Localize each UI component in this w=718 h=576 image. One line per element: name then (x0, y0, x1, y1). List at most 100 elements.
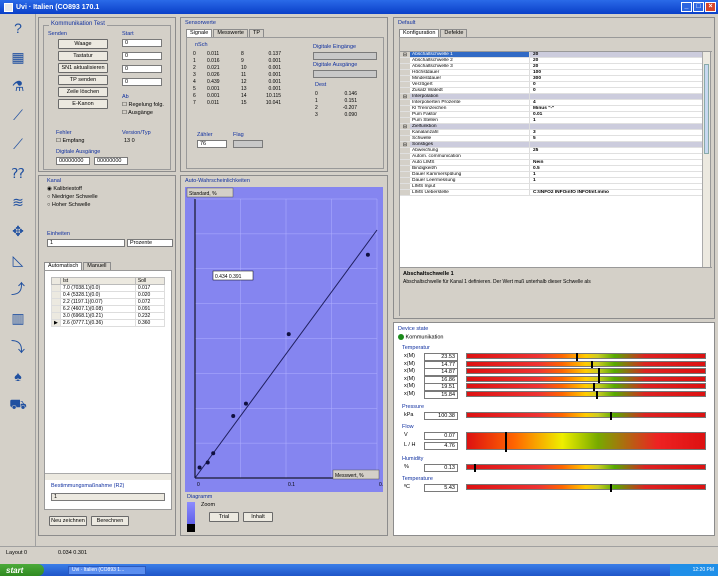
tab[interactable]: Defekte (440, 29, 468, 37)
step2-icon[interactable]: ⤵ (11, 339, 25, 355)
chart2-icon[interactable]: ⟋ (13, 135, 23, 152)
prop-row[interactable]: Kanalanzahl 3 (400, 130, 704, 136)
empfang-checkbox[interactable]: ☐ Empfang (56, 138, 85, 144)
grid-icon[interactable]: ▥ (11, 309, 25, 326)
expand-icon[interactable]: ⊟ (400, 124, 410, 130)
prop-value[interactable]: 20 (533, 52, 539, 57)
prop-value[interactable]: 0 (533, 88, 536, 93)
table-row[interactable]: ▶ 2.6 (0777.1)(0.36) 0.360 (51, 319, 166, 327)
data-point[interactable] (231, 414, 236, 418)
prop-value[interactable]: 25 (533, 148, 539, 153)
control-button[interactable]: SN1 aktualisieren (58, 63, 108, 73)
prop-value[interactable]: 20 (533, 64, 539, 69)
kanal-radio[interactable]: ○ Niedriger Schwelle (47, 194, 98, 202)
drop-icon[interactable]: ♠ (14, 368, 22, 384)
car-icon[interactable]: ⛟ (9, 395, 27, 412)
prop-row[interactable]: Schwelle 5 (400, 136, 704, 142)
prop-category[interactable]: ⊟ Interpolation (400, 94, 704, 100)
table-row[interactable]: 3.0 (6968.1)(0.21) 0.232 (51, 312, 166, 320)
prop-value[interactable]: 0 (533, 82, 536, 87)
kanal-radio[interactable]: ◉ Kalibriestoff (47, 186, 98, 194)
prop-value[interactable]: 3 (533, 130, 536, 135)
kanal-radio[interactable]: ○ Hoher Schwelle (47, 202, 98, 210)
data-point[interactable] (243, 401, 248, 406)
prop-value[interactable]: C:\INFO2 INFOinfO INFOtmf.mmo (533, 190, 609, 195)
graph-icon[interactable]: ≋ (12, 193, 24, 210)
expand-icon[interactable]: ⊟ (400, 142, 410, 148)
prop-value[interactable]: 5 (533, 136, 536, 141)
start-field[interactable]: 0 (122, 78, 162, 86)
calibration-chart[interactable]: 0 0.1 0.2 Standard, % Messwert, % 0.434 0.391 (185, 187, 383, 492)
control-button[interactable]: Zeile löschen (58, 87, 108, 97)
chk2[interactable]: ☐ Ausgänge (122, 110, 153, 116)
sample-icon[interactable]: ⚗ (11, 77, 25, 94)
prop-value[interactable]: 4 (533, 100, 536, 105)
data-point[interactable] (365, 252, 370, 257)
unit-select[interactable]: Prozente (127, 239, 173, 247)
prop-row[interactable]: Kl Trennzeichen Minus "-" (400, 106, 704, 112)
taskbar-item[interactable]: Uvi · Italien (CO893 1... (68, 565, 146, 575)
prop-row[interactable]: Pum Stellen 1 (400, 118, 704, 124)
start-field[interactable]: 0 (122, 39, 162, 47)
prop-category[interactable]: ⊟ Abschaltschwelle 1 20 (400, 52, 704, 58)
channel-select[interactable]: 1 (47, 239, 125, 247)
chart-icon[interactable]: ⟋ (13, 106, 23, 123)
layout-icon[interactable]: ▦ (11, 48, 25, 65)
table-row[interactable]: 7.0 (7038.1)(0.0) 0.017 (51, 284, 166, 292)
prop-value[interactable]: 1 (533, 172, 536, 177)
tab[interactable]: TP (248, 29, 264, 37)
prop-row[interactable]: Zusatz Watedt 0 (400, 88, 704, 94)
prop-value[interactable] (530, 94, 704, 99)
prop-row[interactable]: LIMS Ueberstelle C:\INFO2 INFOinfO INFOtm… (400, 190, 704, 196)
prop-row[interactable]: Auto LIMS Nein (400, 160, 704, 166)
prop-value[interactable]: 100 (533, 70, 542, 75)
prop-row[interactable]: Abweichung 25 (400, 148, 704, 154)
prop-row[interactable]: Interpolierten Prozente 4 (400, 100, 704, 106)
prop-value[interactable]: Minus "-" (533, 106, 555, 111)
minimize-button[interactable]: _ (681, 2, 692, 12)
prop-row[interactable]: Verzögert 0 (400, 82, 704, 88)
table-hscroll[interactable] (45, 473, 171, 480)
control-button[interactable]: Waage (58, 39, 108, 49)
prop-category[interactable]: ⊟ Sonstiges (400, 142, 704, 148)
prop-value[interactable] (530, 124, 704, 129)
move-icon[interactable]: ✥ (12, 222, 24, 239)
prop-row[interactable]: Abschaltschwelle 2 20 (400, 58, 704, 64)
tab[interactable]: Signale (186, 29, 213, 37)
berechnen-button[interactable]: Berechnen (91, 516, 129, 526)
prop-row[interactable]: Bindigkeit/h 0.5 (400, 166, 704, 172)
prop-category[interactable]: ⊟ Zielfunktion (400, 124, 704, 130)
tab[interactable]: Automatisch (44, 262, 83, 270)
table-row[interactable]: 0.4 (5328.1)(0.0) 0.020 (51, 291, 166, 299)
control-button[interactable]: TP senden (58, 75, 108, 85)
expand-icon[interactable]: ⊟ (400, 52, 410, 58)
start-button[interactable]: start (0, 564, 44, 576)
close-button[interactable]: × (705, 2, 716, 12)
prop-row[interactable]: Abschaltschwelle 3 20 (400, 64, 704, 70)
prop-value[interactable]: 1 (533, 178, 536, 183)
prop-value[interactable]: 20 (533, 58, 539, 63)
prop-value[interactable]: 300 (533, 76, 542, 81)
step-icon[interactable]: ⤴ (11, 281, 25, 297)
tab[interactable]: Manuell (83, 262, 111, 270)
expand-icon[interactable]: ⊟ (400, 94, 410, 100)
prop-row[interactable]: Mindestdauer 300 (400, 76, 704, 82)
tab[interactable]: Konfiguration (399, 29, 440, 37)
prop-row[interactable]: Autom. communication (400, 154, 704, 160)
start-field[interactable]: 0 (122, 52, 162, 60)
help-icon[interactable]: ? (14, 20, 22, 36)
prop-value[interactable]: Nein (533, 160, 544, 165)
table-row[interactable]: 6.2 (4607.1)(0.08) 0.091 (51, 305, 166, 313)
trial-button[interactable]: Trial (209, 512, 239, 522)
inhalt-button[interactable]: Inhalt (243, 512, 273, 522)
prop-value[interactable] (530, 184, 704, 189)
data-point[interactable] (286, 332, 291, 337)
data-point[interactable] (211, 451, 216, 456)
start-field[interactable]: 0 (122, 65, 162, 73)
control-button[interactable]: E-Kanon (58, 99, 108, 109)
question-icon[interactable]: ⁇ (11, 164, 25, 181)
grid-scrollbar[interactable] (702, 52, 710, 267)
prop-row[interactable]: Pum Faktor 0.01 (400, 112, 704, 118)
prop-value[interactable]: 1 (533, 118, 536, 123)
maximize-button[interactable]: □ (693, 2, 704, 12)
